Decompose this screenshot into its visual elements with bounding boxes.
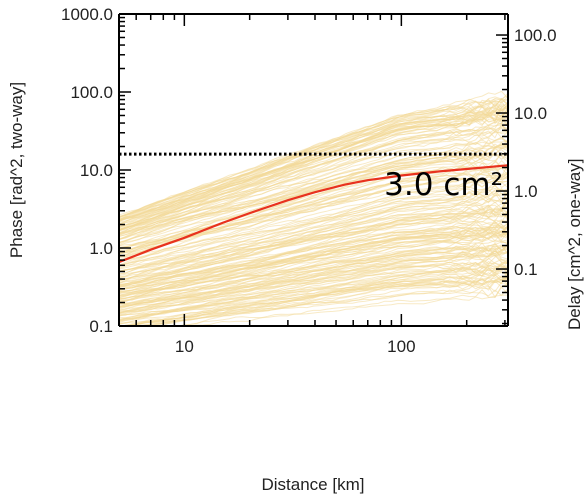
individual-series-line	[119, 274, 508, 322]
x-tick-label: 10	[175, 337, 194, 356]
individual-series-line	[119, 245, 508, 316]
individual-series-line	[119, 147, 508, 251]
individual-series-line	[119, 229, 508, 295]
y-tick-label-right: 10.0	[514, 104, 547, 123]
individual-series-line	[119, 152, 508, 267]
individual-series-line	[119, 197, 508, 303]
individual-series-line	[119, 255, 508, 324]
individual-series-line	[119, 124, 508, 231]
y-tick-label-left: 10.0	[80, 161, 113, 180]
y-tick-label-left: 0.1	[89, 317, 113, 336]
threshold-annotation: 3.0 cm²	[384, 167, 503, 203]
individual-series-line	[119, 263, 508, 314]
x-axis-title: Distance [km]	[262, 475, 365, 494]
individual-series-line	[119, 103, 508, 221]
series-layer	[119, 90, 508, 326]
individual-series-line	[119, 252, 508, 305]
individual-series-line	[119, 180, 508, 268]
individual-series-line	[119, 229, 508, 302]
individual-series-line	[119, 115, 508, 231]
individual-series-line	[119, 131, 508, 240]
y-tick-label-left: 1000.0	[61, 5, 113, 24]
individual-series-line	[119, 167, 508, 248]
y-tick-label-left: 100.0	[70, 83, 113, 102]
individual-series-line	[119, 90, 508, 219]
individual-series-line	[119, 129, 508, 234]
individual-series-line	[119, 232, 508, 308]
individual-series-line	[119, 252, 508, 311]
individual-series-line	[119, 276, 508, 324]
y-tick-label-right: 100.0	[514, 26, 557, 45]
individual-series-line	[119, 152, 508, 254]
y-tick-label-left: 1.0	[89, 239, 113, 258]
individual-series-line	[119, 242, 508, 290]
individual-series-line	[119, 188, 508, 266]
labels-layer: 10 100 0.1 1.0 10.0 100.0 1000.0 0.1 1.0 10.0 100.…	[61, 5, 557, 356]
individual-series-line	[119, 177, 508, 282]
individual-series-line	[119, 208, 508, 281]
x-tick-label: 100	[387, 337, 415, 356]
individual-series-line	[119, 221, 508, 287]
individual-series-line	[119, 209, 508, 278]
individual-series-line	[119, 98, 508, 219]
median-series-line	[119, 164, 508, 264]
y-tick-label-right: 0.1	[514, 260, 538, 279]
individual-series-line	[119, 198, 508, 288]
y-axis-title-right: Delay [cm^2, one-way]	[565, 159, 584, 330]
individual-series-line	[119, 143, 508, 244]
individual-series-line	[119, 147, 508, 235]
individual-series-line	[119, 243, 508, 308]
y-axis-title-left: Phase [rad^2, two-way]	[7, 82, 26, 258]
individual-series-line	[119, 266, 508, 321]
individual-series-line	[119, 266, 508, 316]
individual-series-line	[119, 180, 508, 262]
individual-series-line	[119, 98, 508, 221]
individual-series-line	[119, 197, 508, 281]
individual-series-line	[119, 191, 508, 287]
individual-series-line	[119, 144, 508, 237]
individual-series-line	[119, 108, 508, 222]
individual-series-line	[119, 137, 508, 231]
y-tick-label-right: 1.0	[514, 182, 538, 201]
individual-series-line	[119, 176, 508, 257]
individual-series-line	[119, 235, 508, 294]
individual-series-line	[119, 190, 508, 284]
axes-layer	[118, 13, 509, 327]
individual-series-line	[119, 190, 508, 273]
individual-series-line	[119, 226, 508, 288]
individual-series-line	[119, 180, 508, 247]
individual-series-line	[119, 119, 508, 231]
individual-series-line	[119, 102, 508, 227]
